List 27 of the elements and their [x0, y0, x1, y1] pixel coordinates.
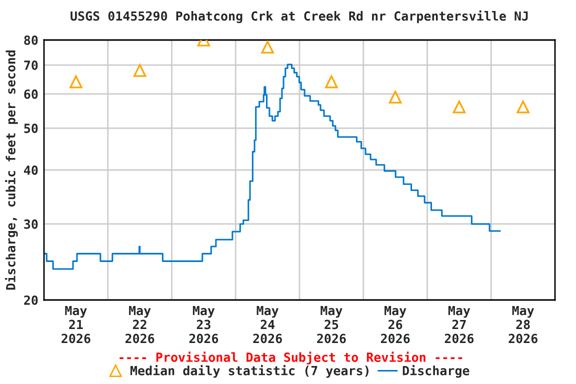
legend-label: Median daily statistic (7 years) — [130, 364, 368, 378]
point — [261, 40, 274, 54]
point — [452, 100, 466, 114]
y-tick-label: 20 — [24, 295, 38, 305]
y-tick-label: 30 — [24, 219, 38, 229]
y-tick-label: 40 — [24, 165, 38, 175]
chart-title: USGS 01455290 Pohatcong Crk at Creek Rd nr Carpentersville NJ — [70, 10, 528, 24]
y-tick-label: 80 — [24, 35, 38, 45]
x-tick-label: May 23 2026 — [189, 306, 218, 344]
x-tick-label: May 21 2026 — [62, 306, 90, 344]
x-tick-label: May 25 2026 — [317, 306, 346, 344]
legend-label: Discharge — [402, 364, 470, 378]
point — [388, 90, 402, 104]
y-tick-label: 50 — [24, 124, 38, 134]
x-tick-label: May 26 2026 — [380, 306, 410, 344]
y-tick-label: 70 — [24, 60, 38, 70]
x-tick-label: May 24 2026 — [253, 306, 282, 344]
text: ---- Provisional Data Subject to Revision ---- — [120, 352, 462, 364]
point — [516, 100, 530, 114]
y-axis-title: Discharge, cubic feet per second — [5, 50, 18, 290]
point — [70, 75, 82, 88]
y-tick-label: 60 — [24, 89, 38, 99]
point — [325, 75, 338, 88]
x-tick-label: May 22 2026 — [125, 306, 154, 344]
point — [133, 64, 146, 77]
x-tick-label: May 28 2026 — [508, 306, 538, 344]
x-tick-label: May 27 2026 — [444, 306, 474, 344]
